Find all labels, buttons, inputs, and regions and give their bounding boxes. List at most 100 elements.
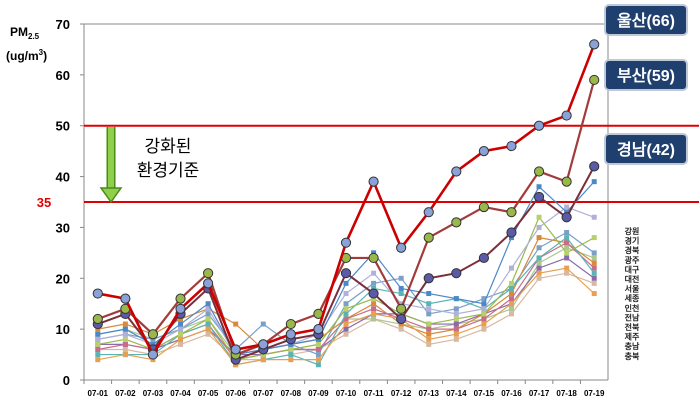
x-tick-label: 07-15 bbox=[474, 389, 495, 398]
callout-box bbox=[604, 59, 688, 91]
data-point bbox=[533, 166, 545, 177]
data-point bbox=[260, 357, 266, 363]
data-point bbox=[591, 291, 597, 297]
data-point bbox=[536, 255, 542, 261]
data-point bbox=[426, 336, 432, 342]
annotation-line-1: 강화된 bbox=[145, 137, 192, 156]
data-point bbox=[396, 313, 407, 325]
data-point bbox=[453, 336, 459, 342]
y-tick-label: 10 bbox=[56, 322, 70, 337]
x-tick-label: 07-11 bbox=[364, 389, 385, 398]
data-point bbox=[478, 146, 489, 157]
reference-line-label: 35 bbox=[37, 195, 51, 210]
callout-box bbox=[604, 4, 688, 36]
data-point bbox=[426, 311, 432, 317]
data-point bbox=[340, 268, 352, 279]
data-point bbox=[315, 341, 321, 347]
y-tick-label: 20 bbox=[56, 271, 70, 286]
data-point bbox=[564, 270, 570, 276]
data-point bbox=[122, 346, 128, 352]
x-tick-label: 07-19 bbox=[584, 389, 605, 398]
data-point bbox=[591, 265, 597, 271]
data-point bbox=[178, 326, 184, 332]
data-point bbox=[536, 275, 542, 281]
x-tick-label: 07-04 bbox=[170, 389, 191, 398]
data-point bbox=[343, 280, 349, 286]
data-point bbox=[536, 270, 542, 276]
data-point bbox=[591, 250, 597, 256]
callout-box bbox=[604, 133, 688, 165]
data-point bbox=[343, 306, 349, 312]
data-point bbox=[561, 212, 572, 223]
data-point bbox=[315, 357, 321, 363]
data-point bbox=[120, 293, 131, 304]
x-tick-label: 07-17 bbox=[529, 389, 550, 398]
data-point bbox=[122, 336, 128, 342]
y-axis-label: PM2.5 bbox=[10, 25, 40, 41]
data-point bbox=[288, 352, 294, 358]
data-point bbox=[95, 357, 101, 363]
data-point bbox=[92, 313, 103, 325]
data-point bbox=[536, 214, 542, 220]
data-point bbox=[315, 352, 321, 358]
data-point bbox=[95, 352, 101, 358]
legend-entry: 인천 bbox=[625, 303, 640, 313]
data-point bbox=[561, 110, 572, 121]
callout-label: 경남(42) bbox=[617, 141, 675, 159]
data-point bbox=[481, 311, 487, 317]
data-point bbox=[508, 265, 514, 271]
data-point bbox=[506, 207, 517, 218]
data-point bbox=[508, 285, 514, 291]
data-point bbox=[205, 311, 211, 317]
data-point bbox=[371, 280, 377, 286]
data-point bbox=[315, 362, 321, 368]
x-tick-label: 07-09 bbox=[308, 389, 329, 398]
data-point bbox=[398, 285, 404, 291]
data-point bbox=[426, 331, 432, 337]
x-tick-label: 07-06 bbox=[225, 389, 246, 398]
data-point bbox=[536, 245, 542, 251]
data-point bbox=[423, 273, 434, 284]
y-axis-unit: (ug/m3) bbox=[6, 48, 47, 63]
y-tick-labels: 0 10 20 30 40 50 60 70 bbox=[56, 17, 84, 388]
data-point bbox=[481, 321, 487, 327]
data-point bbox=[564, 230, 570, 236]
y-tick-label: 50 bbox=[56, 119, 70, 134]
data-point bbox=[508, 306, 514, 312]
series-0 bbox=[92, 39, 600, 360]
data-point bbox=[481, 301, 487, 307]
data-point bbox=[481, 306, 487, 312]
annotation-line-2: 환경기준 bbox=[137, 161, 200, 180]
data-point bbox=[508, 291, 514, 297]
x-tick-label: 07-01 bbox=[88, 389, 109, 398]
data-point bbox=[371, 301, 377, 307]
callout-1: 부산(59) bbox=[604, 59, 688, 91]
legend-entry: 전남 bbox=[625, 312, 640, 322]
data-point bbox=[122, 326, 128, 332]
x-tick-label: 07-07 bbox=[253, 389, 274, 398]
data-point bbox=[95, 341, 101, 347]
data-point bbox=[178, 331, 184, 337]
data-point bbox=[451, 217, 462, 228]
data-point bbox=[343, 326, 349, 332]
data-point bbox=[122, 321, 128, 327]
data-point bbox=[533, 191, 545, 203]
data-point bbox=[451, 166, 462, 177]
data-point bbox=[536, 184, 542, 190]
data-point bbox=[205, 316, 211, 322]
data-point bbox=[343, 311, 349, 317]
data-point bbox=[481, 296, 487, 302]
data-point bbox=[591, 275, 597, 281]
y-tick-label: 70 bbox=[56, 17, 70, 32]
data-point bbox=[205, 306, 211, 312]
data-point bbox=[508, 296, 514, 302]
data-point bbox=[396, 242, 407, 253]
data-point bbox=[371, 311, 377, 317]
data-point bbox=[564, 235, 570, 241]
data-point bbox=[564, 265, 570, 271]
data-point bbox=[453, 316, 459, 322]
x-tick-label: 07-14 bbox=[446, 389, 467, 398]
legend-entry: 대구 bbox=[625, 264, 640, 274]
data-point bbox=[288, 357, 294, 363]
data-point bbox=[205, 326, 211, 332]
